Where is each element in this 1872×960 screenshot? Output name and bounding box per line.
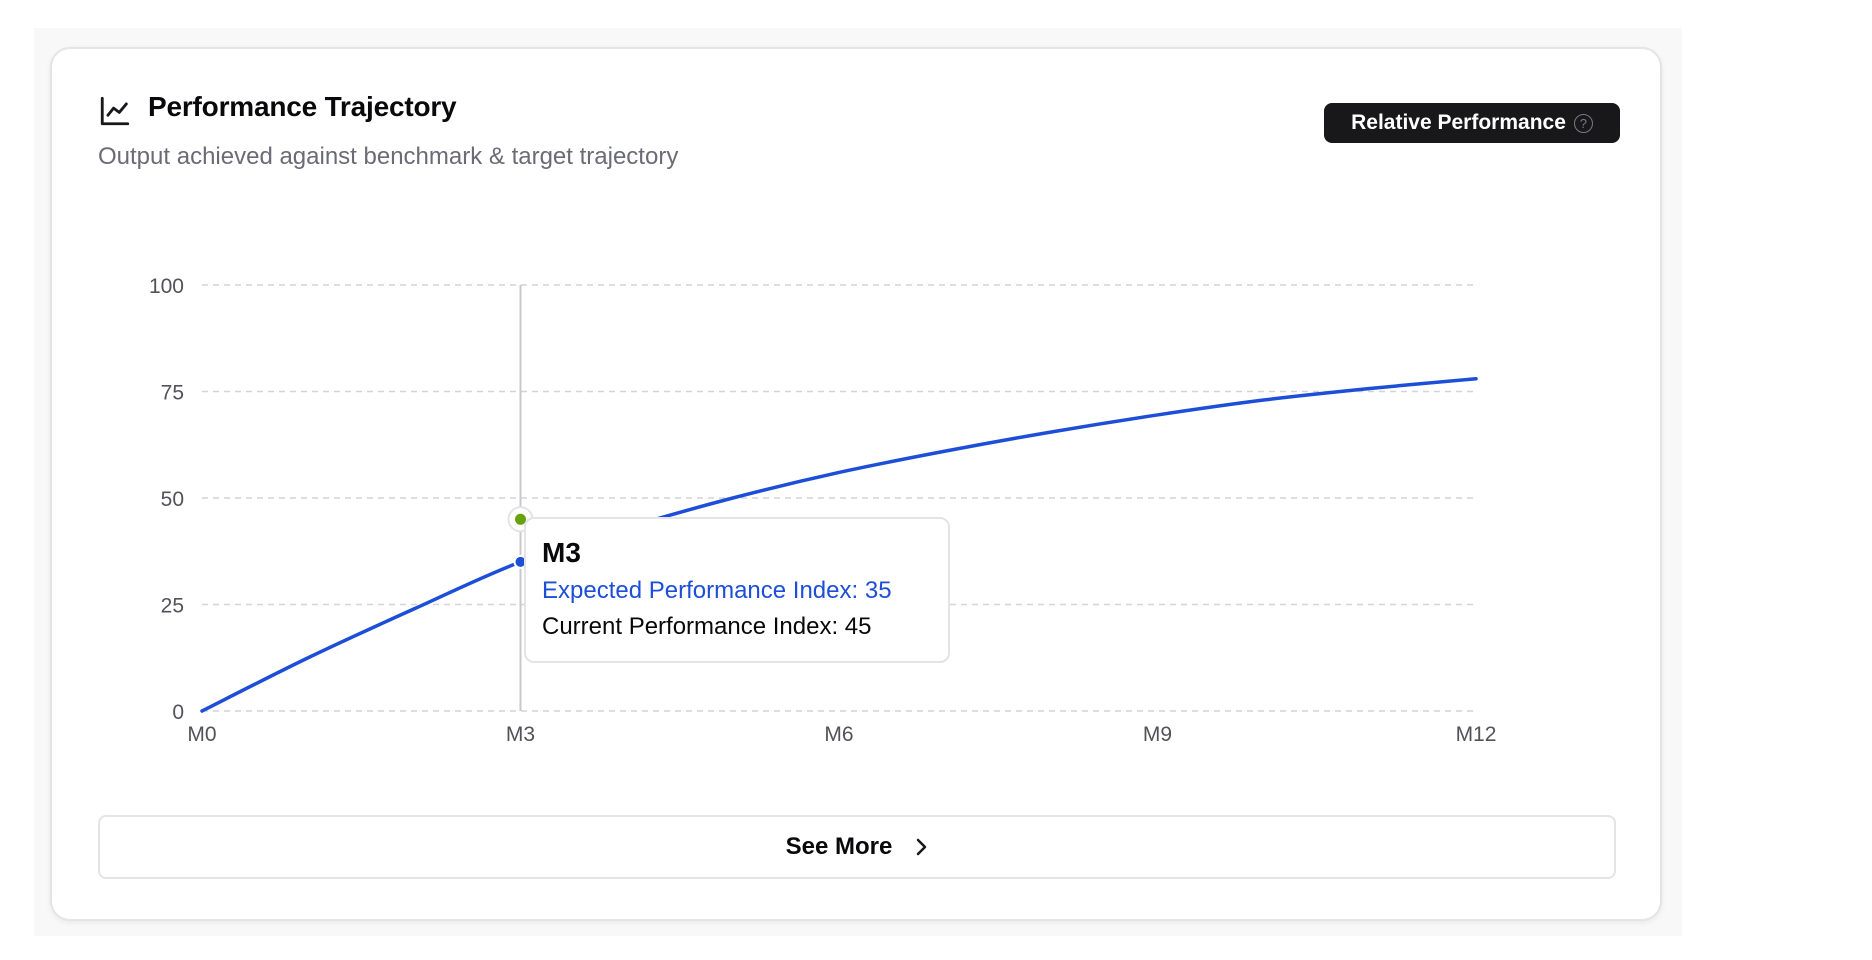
y-tick-label-3: 75 [161, 382, 184, 405]
tooltip-expected: Expected Performance Index: 35 [542, 577, 892, 604]
y-tick-label-2: 50 [161, 488, 184, 511]
expected-performance-line [200, 376, 1478, 713]
y-tick-label-4: 100 [149, 275, 184, 298]
x-tick-label-1: M3 [506, 723, 535, 746]
y-tick-label-1: 25 [161, 595, 184, 618]
x-tick-label-3: M9 [1143, 723, 1172, 746]
x-tick-label-4: M12 [1456, 723, 1497, 746]
see-more-button[interactable]: See More [98, 815, 1616, 879]
tooltip-current: Current Performance Index: 45 [542, 613, 872, 640]
chart-tooltip: M3 Expected Performance Index: 35 Curren… [524, 517, 950, 663]
performance-card: Performance Trajectory Output achieved a… [50, 47, 1662, 921]
card-title: Performance Trajectory [148, 91, 457, 122]
card-subtitle: Output achieved against benchmark & targ… [98, 143, 679, 170]
current-performance-point [515, 513, 526, 525]
line-chart-icon [100, 96, 130, 126]
relative-performance-badge[interactable]: Relative Performance ? [1324, 103, 1620, 143]
see-more-label: See More [785, 833, 893, 860]
tooltip-title: M3 [542, 537, 581, 568]
chevron-right-icon [917, 838, 927, 856]
x-tick-label-2: M6 [824, 723, 853, 746]
badge-label: Relative Performance [1351, 111, 1566, 134]
y-tick-label-0: 0 [172, 701, 184, 724]
help-circle-icon[interactable]: ? [1573, 113, 1593, 133]
x-tick-label-0: M0 [187, 723, 216, 746]
performance-chart: 0 25 50 75 100 M0 M3 M6 M9 M12 [149, 275, 1497, 746]
